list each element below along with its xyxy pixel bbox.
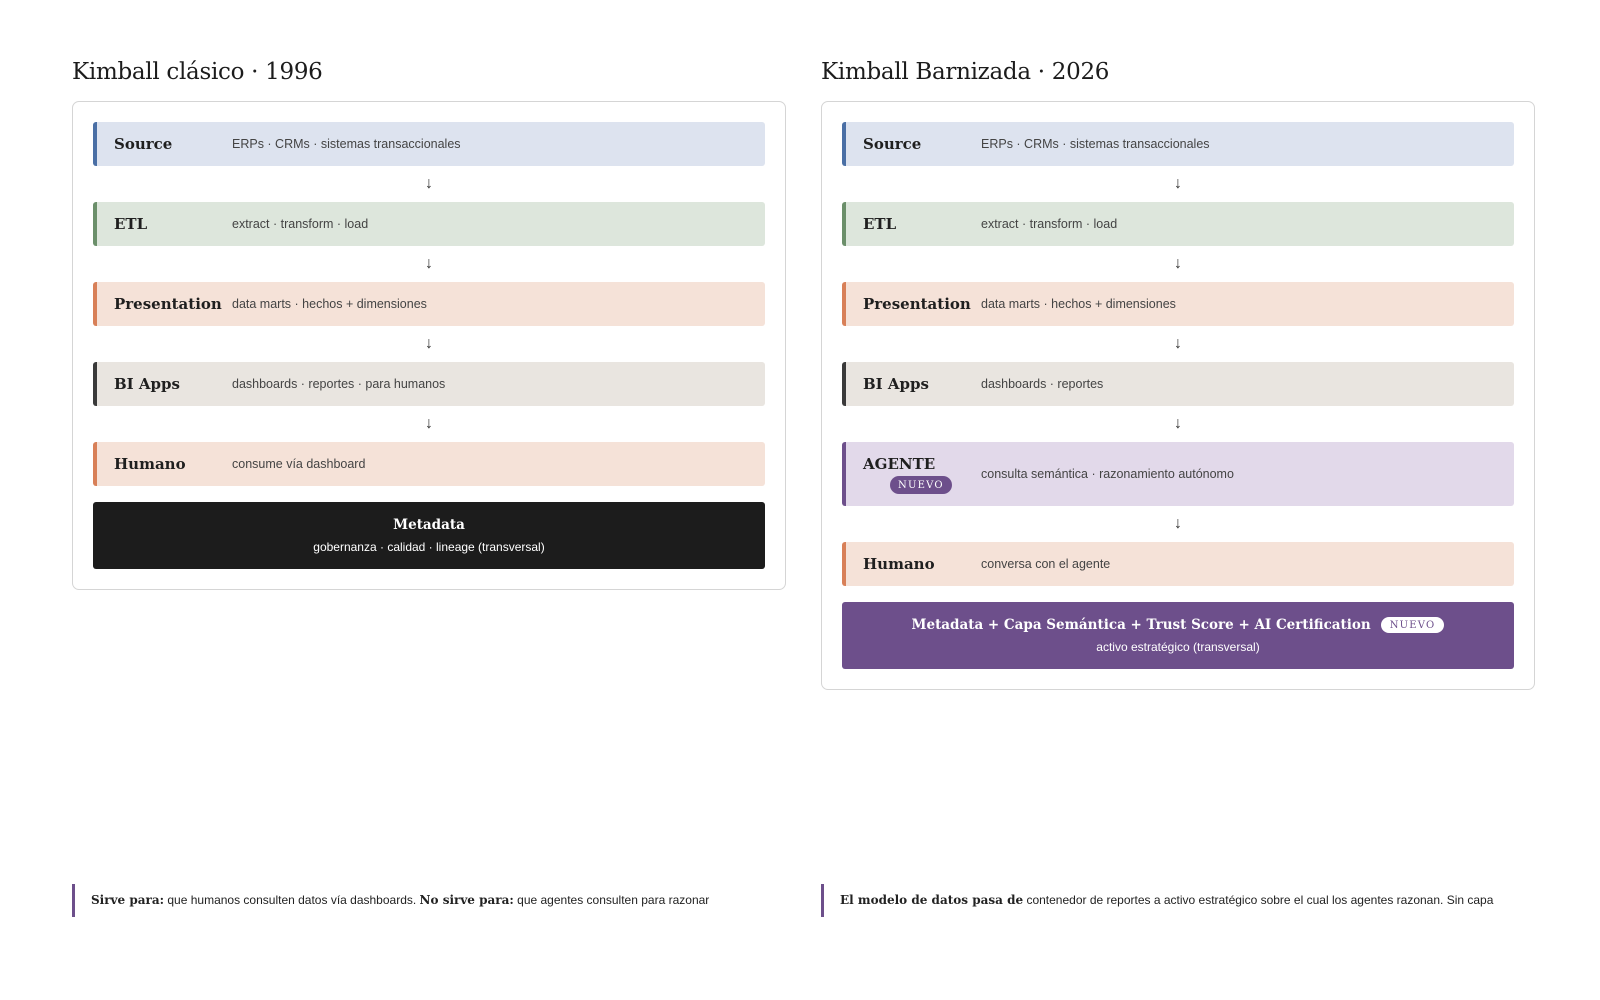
classic-diagram-panel: Source ERPs · CRMs · sistemas transaccio…: [72, 101, 786, 590]
metadata-title: Metadata: [393, 517, 465, 533]
layer-desc: ERPs · CRMs · sistemas transaccionales: [232, 137, 461, 151]
note-text: que agentes consulten para razonar: [513, 893, 710, 907]
classic-layer-etl: ETL extract · transform · load: [93, 202, 765, 246]
down-arrow-icon: ↓: [1174, 335, 1182, 352]
classic-column: Kimball clásico · 1996 Source ERPs · CRM…: [72, 54, 786, 590]
metadata-title-row: Metadata + Capa Semántica + Trust Score …: [842, 616, 1514, 634]
layer-desc: extract · transform · load: [232, 217, 369, 231]
layer-desc: consulta semántica · razonamiento autóno…: [981, 467, 1234, 481]
barnizada-diagram-panel: Source ERPs · CRMs · sistemas transaccio…: [821, 101, 1535, 690]
down-arrow-icon: ↓: [1174, 175, 1182, 192]
down-arrow-icon: ↓: [425, 415, 433, 432]
classic-metadata-bar: Metadata gobernanza · calidad · lineage …: [93, 502, 765, 569]
down-arrow-icon: ↓: [1174, 515, 1182, 532]
metadata-subtitle: gobernanza · calidad · lineage (transver…: [313, 540, 545, 554]
barnizada-layer-humano: Humano conversa con el agente: [842, 542, 1514, 586]
barnizada-metadata-bar: Metadata + Capa Semántica + Trust Score …: [842, 602, 1514, 669]
note-text: contenedor de reportes a activo estratég…: [1023, 893, 1494, 907]
note-bold: El modelo de datos pasa de: [840, 893, 1024, 907]
layer-name: Presentation: [114, 295, 222, 313]
nuevo-badge: NUEVO: [890, 475, 952, 494]
layer-desc: conversa con el agente: [981, 557, 1111, 571]
layer-name: Humano: [863, 555, 935, 573]
layer-name: BI Apps: [863, 375, 929, 393]
agente-name-group: AGENTE NUEVO: [846, 455, 981, 494]
down-arrow-icon: ↓: [425, 175, 433, 192]
metadata-title: Metadata + Capa Semántica + Trust Score …: [911, 617, 1371, 633]
metadata-subtitle: activo estratégico (transversal): [1096, 640, 1260, 654]
layer-name: Humano: [114, 455, 186, 473]
layer-desc: data marts · hechos + dimensiones: [232, 297, 427, 311]
classic-layer-source: Source ERPs · CRMs · sistemas transaccio…: [93, 122, 765, 166]
barnizada-title: Kimball Barnizada · 2026: [821, 59, 1110, 85]
classic-title: Kimball clásico · 1996: [72, 59, 323, 85]
layer-name: AGENTE: [863, 454, 936, 473]
barnizada-column: Kimball Barnizada · 2026 Source ERPs · C…: [821, 54, 1535, 690]
barnizada-layer-bi-apps: BI Apps dashboards · reportes: [842, 362, 1514, 406]
layer-desc: ERPs · CRMs · sistemas transaccionales: [981, 137, 1210, 151]
layer-desc: extract · transform · load: [981, 217, 1118, 231]
barnizada-layer-agente: AGENTE NUEVO consulta semántica · razona…: [842, 442, 1514, 506]
layer-name: BI Apps: [114, 375, 180, 393]
layer-desc: dashboards · reportes · para humanos: [232, 377, 446, 391]
classic-layer-bi-apps: BI Apps dashboards · reportes · para hum…: [93, 362, 765, 406]
layer-name: ETL: [114, 215, 148, 233]
note-bold: No sirve para:: [419, 893, 514, 907]
down-arrow-icon: ↓: [1174, 415, 1182, 432]
down-arrow-icon: ↓: [425, 255, 433, 272]
note-text: que humanos consulten datos vía dashboar…: [164, 893, 420, 907]
layer-name: ETL: [863, 215, 897, 233]
down-arrow-icon: ↓: [1174, 255, 1182, 272]
layer-name: Source: [863, 135, 922, 153]
barnizada-note: El modelo de datos pasa de contenedor de…: [821, 884, 1535, 917]
down-arrow-icon: ↓: [425, 335, 433, 352]
classic-note: Sirve para: que humanos consulten datos …: [72, 884, 786, 917]
classic-layer-presentation: Presentation data marts · hechos + dimen…: [93, 282, 765, 326]
barnizada-layer-source: Source ERPs · CRMs · sistemas transaccio…: [842, 122, 1514, 166]
layer-desc: data marts · hechos + dimensiones: [981, 297, 1176, 311]
layer-name: Source: [114, 135, 173, 153]
layer-name: Presentation: [863, 295, 971, 313]
nuevo-badge: NUEVO: [1380, 617, 1445, 633]
classic-layer-humano: Humano consume vía dashboard: [93, 442, 765, 486]
layer-desc: consume vía dashboard: [232, 457, 366, 471]
barnizada-layer-presentation: Presentation data marts · hechos + dimen…: [842, 282, 1514, 326]
barnizada-layer-etl: ETL extract · transform · load: [842, 202, 1514, 246]
note-bold: Sirve para:: [91, 893, 165, 907]
layer-desc: dashboards · reportes: [981, 377, 1104, 391]
